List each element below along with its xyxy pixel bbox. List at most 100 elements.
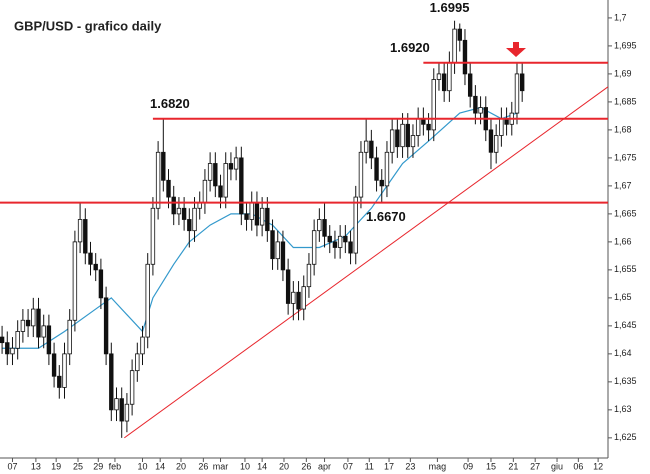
candle-body bbox=[358, 151, 364, 198]
candle-body bbox=[129, 370, 135, 405]
y-tick-label: 1,625 bbox=[614, 432, 637, 442]
candle-body bbox=[405, 123, 410, 148]
candle-body bbox=[337, 235, 343, 248]
x-tick-label: 09 bbox=[463, 461, 473, 471]
x-tick-label: 17 bbox=[384, 461, 394, 471]
candle-body bbox=[499, 118, 504, 136]
candle-body bbox=[327, 235, 332, 243]
candle-body bbox=[353, 196, 358, 254]
candle-body bbox=[311, 230, 317, 265]
candle-body bbox=[176, 207, 182, 215]
y-tick-label: 1,68 bbox=[614, 124, 632, 134]
candle-body bbox=[10, 347, 15, 355]
candle-body bbox=[519, 73, 525, 92]
candle-body bbox=[343, 235, 348, 243]
candle-body bbox=[369, 140, 374, 159]
candle-body bbox=[374, 157, 379, 181]
candle-body bbox=[218, 185, 223, 198]
candle-body bbox=[400, 123, 405, 148]
y-tick-label: 1,7 bbox=[614, 12, 627, 22]
candle-body bbox=[462, 39, 468, 75]
candle-body bbox=[31, 308, 36, 327]
candle-body bbox=[322, 219, 327, 237]
candle-body bbox=[150, 207, 156, 265]
x-tick-label: 07 bbox=[343, 461, 353, 471]
candle-body bbox=[207, 163, 213, 181]
candle-body bbox=[161, 151, 166, 181]
x-tick-label: 10 bbox=[240, 461, 250, 471]
level-label: 1.6820 bbox=[150, 96, 190, 111]
x-tick-label: 26 bbox=[198, 461, 208, 471]
candle-body bbox=[254, 202, 260, 226]
candle-body bbox=[171, 196, 176, 215]
candle-body bbox=[140, 336, 145, 355]
candle-body bbox=[187, 219, 192, 232]
candle-body bbox=[301, 286, 306, 310]
candle-body bbox=[114, 398, 119, 411]
candle-body bbox=[244, 213, 249, 220]
y-tick-label: 1,645 bbox=[614, 320, 637, 330]
x-tick-label: giu bbox=[551, 461, 563, 471]
candle-body bbox=[202, 179, 208, 204]
x-tick-label: 29 bbox=[93, 461, 103, 471]
x-tick-label: 25 bbox=[73, 461, 83, 471]
candle-body bbox=[88, 252, 93, 265]
candle-body bbox=[181, 207, 187, 220]
candle-body bbox=[72, 241, 78, 321]
level-label: 1.6920 bbox=[390, 40, 430, 55]
peak-label: 1.6995 bbox=[430, 0, 470, 15]
x-tick-label: 15 bbox=[486, 461, 496, 471]
x-tick-label: 27 bbox=[530, 461, 540, 471]
y-tick-label: 1,63 bbox=[614, 404, 632, 414]
x-tick-label: 06 bbox=[573, 461, 583, 471]
candle-body bbox=[213, 163, 218, 187]
y-tick-label: 1,665 bbox=[614, 208, 637, 218]
y-tick-label: 1,675 bbox=[614, 152, 637, 162]
candle-body bbox=[473, 95, 478, 114]
candle-body bbox=[488, 129, 494, 153]
x-tick-label: 11 bbox=[365, 461, 374, 471]
candle-body bbox=[452, 28, 457, 64]
level-label: 1.6670 bbox=[366, 209, 406, 224]
candle-body bbox=[426, 123, 431, 131]
candle-body bbox=[57, 375, 62, 388]
candle-body bbox=[332, 241, 338, 248]
y-tick-label: 1,655 bbox=[614, 264, 637, 274]
candle-body bbox=[275, 241, 280, 260]
x-tick-label: 14 bbox=[257, 461, 267, 471]
x-tick-label: 21 bbox=[508, 461, 518, 471]
candle-body bbox=[20, 319, 26, 332]
candle-body bbox=[467, 73, 473, 97]
candle-body bbox=[228, 163, 234, 170]
candle-body bbox=[259, 207, 265, 226]
x-tick-label: feb bbox=[109, 461, 122, 471]
x-tick-label: mag bbox=[429, 461, 447, 471]
candle-body bbox=[25, 319, 31, 327]
candle-body bbox=[67, 319, 72, 355]
candle-body bbox=[135, 353, 140, 372]
x-tick-label: mar bbox=[213, 461, 229, 471]
candle-body bbox=[62, 353, 67, 388]
chart-title: GBP/USD - grafico daily bbox=[14, 18, 162, 33]
candle-body bbox=[436, 73, 442, 80]
candle-body bbox=[410, 135, 416, 148]
candle-body bbox=[389, 129, 395, 153]
trendline bbox=[124, 86, 609, 439]
candle-body bbox=[51, 353, 57, 377]
candle-body bbox=[15, 331, 20, 349]
candle-body bbox=[457, 28, 462, 41]
candle-body bbox=[77, 219, 83, 243]
candle-body bbox=[5, 342, 10, 355]
y-tick-label: 1,64 bbox=[614, 348, 632, 358]
candle-body bbox=[155, 151, 161, 209]
candle-body bbox=[395, 129, 400, 148]
y-tick-label: 1,67 bbox=[614, 180, 632, 190]
candle-body bbox=[415, 118, 421, 136]
candle-body bbox=[478, 107, 483, 114]
x-tick-label: 14 bbox=[155, 461, 165, 471]
candle-body bbox=[239, 157, 244, 215]
candle-body bbox=[431, 79, 436, 131]
candle-body bbox=[36, 308, 41, 338]
candle-body bbox=[93, 263, 98, 271]
